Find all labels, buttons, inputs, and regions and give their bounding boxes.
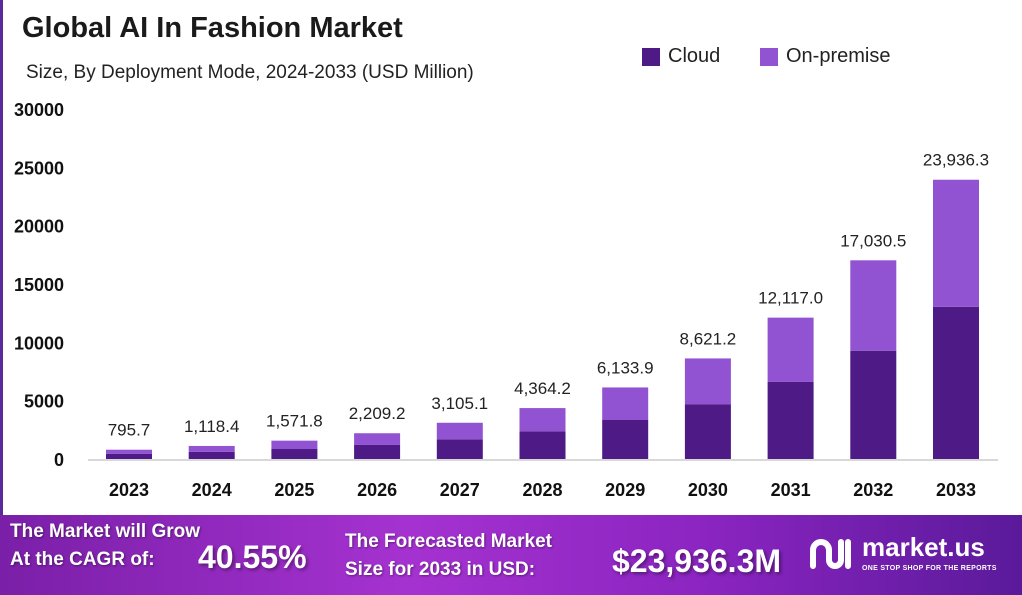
bar-on-premise-2031 [767,317,814,382]
bar-on-premise-2023 [106,449,152,454]
bar-on-premise-2030 [684,358,731,405]
y-tick-label: 25000 [14,158,64,178]
chart-subtitle: Size, By Deployment Mode, 2024-2033 (USD… [26,62,474,83]
data-label-2023: 795.7 [108,421,151,440]
bar-cloud-2031 [767,381,814,459]
bar-cloud-2026 [354,444,401,459]
y-tick-label: 0 [54,450,64,470]
left-border [0,0,3,515]
logo-name: market.us [862,532,985,562]
y-tick-label: 5000 [24,392,64,412]
legend-swatch-cloud [642,47,660,66]
data-label-2031: 12,117.0 [758,289,823,308]
cagr-text-2: At the CAGR of: [10,549,155,570]
data-label-2028: 4,364.2 [514,379,571,398]
data-label-2030: 8,621.2 [680,329,737,348]
bar-on-premise-2033 [933,179,979,307]
legend-onpremise: On-premise [760,45,890,68]
x-tick-label: 2024 [192,480,232,500]
x-tick-label: 2032 [853,480,893,500]
bar-on-premise-2024 [188,445,235,452]
data-label-2032: 17,030.5 [840,231,906,250]
bar-on-premise-2032 [850,260,897,351]
x-tick-label: 2028 [522,480,562,500]
x-tick-label: 2026 [357,480,397,500]
legend-label: On-premise [786,45,891,67]
x-tick-label: 2023 [109,480,149,500]
data-label-2026: 2,209.2 [349,404,406,423]
bar-cloud-2029 [602,419,649,459]
y-tick-label: 20000 [14,217,64,237]
forecast-text-1: The Forecasted Market [345,531,552,552]
x-tick-label: 2027 [440,480,480,500]
x-tick-label: 2030 [688,480,728,500]
market-us-logo: market.us ONE STOP SHOP FOR THE REPORTS [808,533,997,573]
chart-title: Global AI In Fashion Market [22,12,403,44]
y-tick-label: 10000 [14,333,64,353]
bar-on-premise-2025 [271,440,318,450]
bar-cloud-2033 [933,306,979,459]
y-tick-label: 30000 [14,100,64,120]
data-label-2027: 3,105.1 [431,394,488,413]
bar-cloud-2028 [519,431,566,459]
data-label-2025: 1,571.8 [266,412,323,431]
x-tick-label: 2033 [936,480,976,500]
summary-banner: The Market will Grow At the CAGR of: 40.… [0,515,1022,595]
data-label-2024: 1,118.4 [184,417,239,436]
bar-on-premise-2027 [436,422,483,440]
legend-swatch-onpremise [760,47,778,66]
bar-on-premise-2028 [519,408,566,432]
bar-on-premise-2026 [354,433,401,445]
bar-cloud-2032 [850,350,897,459]
bar-cloud-2024 [188,451,235,459]
bar-on-premise-2029 [602,387,649,420]
legend-cloud: Cloud [642,45,720,68]
y-tick-label: 15000 [14,275,64,295]
logo-icon [810,539,851,569]
x-tick-label: 2031 [771,480,811,500]
x-tick-label: 2025 [274,480,314,500]
x-tick-label: 2029 [605,480,645,500]
data-label-2029: 6,133.9 [597,358,654,377]
bar-cloud-2030 [684,404,731,459]
legend-label: Cloud [668,45,721,67]
bar-cloud-2025 [271,449,318,459]
cagr-text-1: The Market will Grow [10,521,201,542]
bar-cloud-2023 [106,453,152,459]
logo-tagline: ONE STOP SHOP FOR THE REPORTS [862,565,997,572]
bar-chart: 0 5000 10000 15000 20000 25000 30000 795.7 2023 1… [14,100,998,500]
cagr-value: 40.55% [198,539,307,575]
forecast-value: $23,936.3M [612,543,782,579]
data-label-2033: 23,936.3 [923,151,989,170]
bar-cloud-2027 [436,439,483,459]
forecast-text-2: Size for 2033 in USD: [345,559,536,580]
